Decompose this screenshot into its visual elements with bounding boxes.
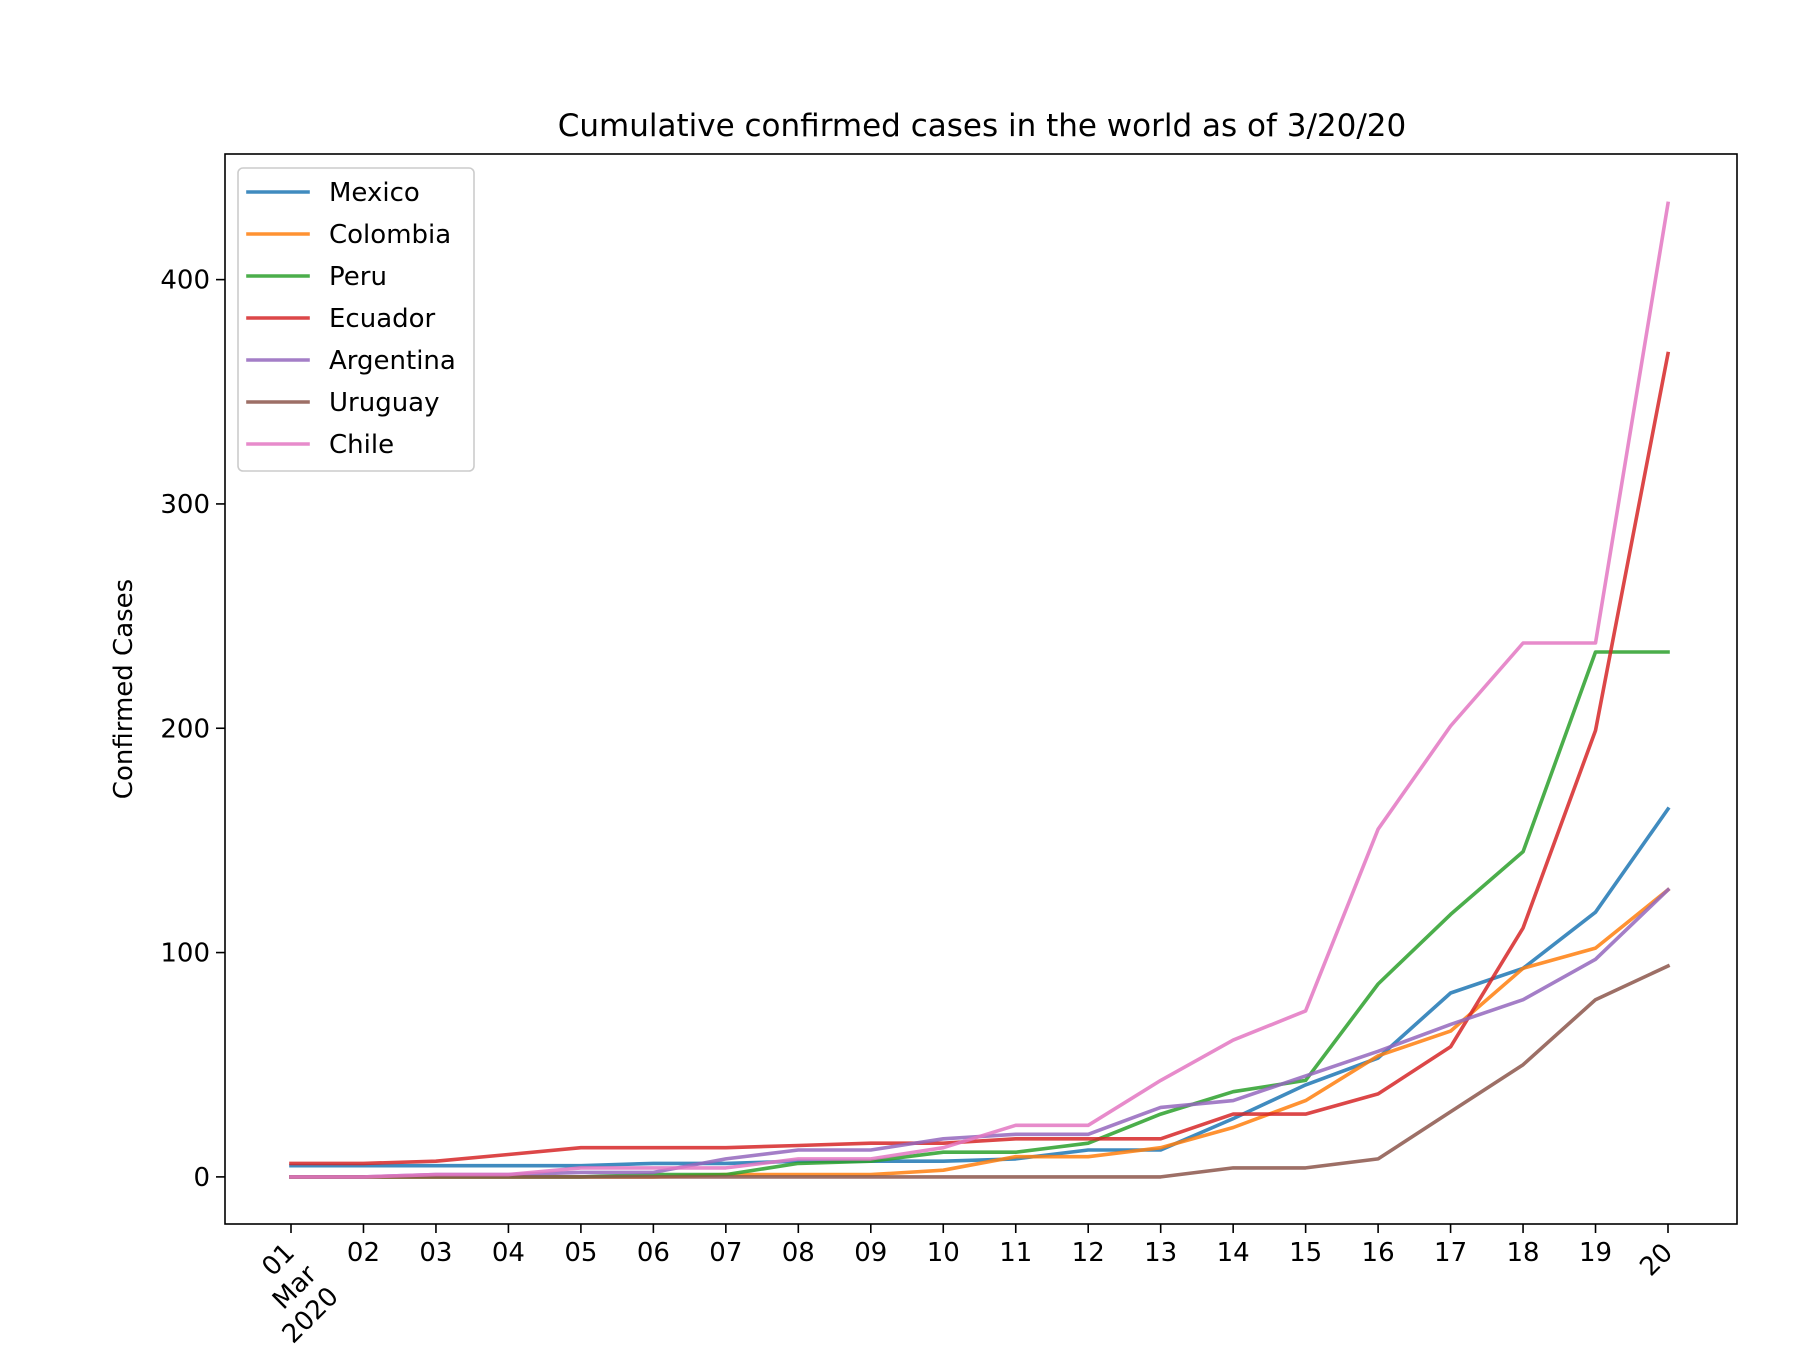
series-line-argentina xyxy=(289,887,1671,1179)
series-line-ecuador xyxy=(289,351,1671,1166)
x-tick-label: 17 xyxy=(1434,1238,1467,1268)
legend-label-chile: Chile xyxy=(329,430,394,460)
legend-label-peru: Peru xyxy=(329,262,387,292)
series-line-uruguay xyxy=(289,963,1671,1179)
x-tick-label: 13 xyxy=(1144,1238,1177,1268)
y-tick-label: 400 xyxy=(160,266,210,296)
axes-frame xyxy=(224,153,1738,1225)
legend-label-uruguay: Uruguay xyxy=(329,388,440,418)
plot-area xyxy=(289,201,1671,1179)
x-tick-label: 06 xyxy=(637,1238,670,1268)
series-line-mexico xyxy=(289,806,1671,1168)
series-line-peru xyxy=(289,650,1670,1179)
x-tick-label: 03 xyxy=(419,1238,452,1268)
y-axis: 0 100 200 300 400 xyxy=(160,266,225,1193)
x-tick-label: 12 xyxy=(1072,1238,1105,1268)
series-line-colombia xyxy=(289,887,1671,1179)
legend-label-colombia: Colombia xyxy=(329,220,451,250)
x-tick-label: 04 xyxy=(492,1238,525,1268)
x-tick-label: 09 xyxy=(854,1238,887,1268)
y-tick-label: 300 xyxy=(160,490,210,520)
y-tick-label: 0 xyxy=(193,1163,210,1193)
x-tick-label: 16 xyxy=(1362,1238,1395,1268)
x-tick-label: 11 xyxy=(999,1238,1032,1268)
x-tick-label: 08 xyxy=(782,1238,815,1268)
legend-frame xyxy=(237,167,475,472)
y-tick-label: 200 xyxy=(160,714,210,744)
legend-label-ecuador: Ecuador xyxy=(329,304,436,334)
x-tick-label: 19 xyxy=(1579,1238,1612,1268)
chart-title: Cumulative confirmed cases in the world … xyxy=(558,108,1407,144)
legend: Mexico Colombia Peru Ecuador Argentina Urugua… xyxy=(237,167,475,472)
x-tick-label: 15 xyxy=(1289,1238,1322,1268)
legend-label-mexico: Mexico xyxy=(329,178,420,208)
x-tick-label: 18 xyxy=(1507,1238,1540,1268)
x-tick-label: 10 xyxy=(927,1238,960,1268)
x-tick-label: 07 xyxy=(709,1238,742,1268)
x-tick-label: 02 xyxy=(347,1238,380,1268)
y-axis-label: Confirmed Cases xyxy=(109,579,139,799)
x-tick-label: 14 xyxy=(1217,1238,1250,1268)
legend-label-argentina: Argentina xyxy=(329,346,456,376)
x-tick-label: 05 xyxy=(564,1238,597,1268)
series-line-chile xyxy=(289,201,1671,1179)
y-tick-label: 100 xyxy=(160,939,210,969)
x-tick-label: 20 xyxy=(1634,1238,1679,1283)
x-tick-label: 01Mar2020 xyxy=(233,1238,345,1350)
